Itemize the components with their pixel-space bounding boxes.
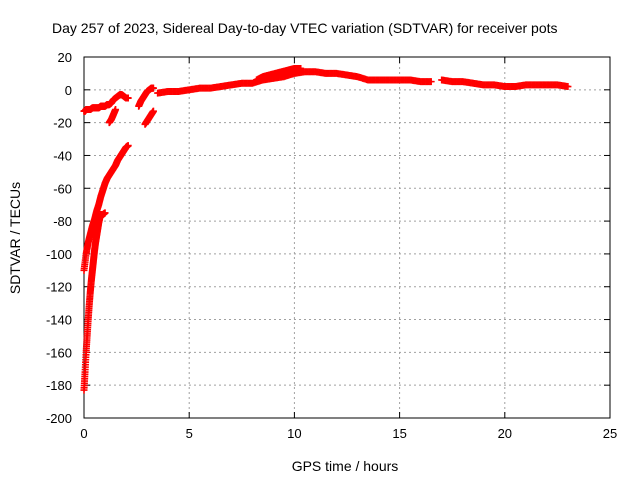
y-tick-label: -180: [46, 378, 72, 393]
x-tick-label: 15: [392, 426, 406, 441]
y-tick-label: -120: [46, 280, 72, 295]
plot-frame: [83, 56, 611, 419]
data-point: [101, 209, 109, 217]
data-points: [80, 64, 572, 394]
y-tick-label: -100: [46, 247, 72, 262]
y-tick-label: 20: [58, 50, 72, 65]
grid-lines: [84, 57, 610, 418]
x-tick-label: 10: [287, 426, 301, 441]
data-point: [564, 83, 572, 91]
data-point: [427, 78, 435, 86]
data-point: [149, 84, 157, 92]
x-axis-label: GPS time / hours: [292, 458, 399, 474]
data-point: [112, 106, 120, 114]
x-tick-label: 20: [498, 426, 512, 441]
data-point: [297, 64, 305, 72]
x-tick-label: 5: [186, 426, 193, 441]
y-axis-label: SDTVAR / TECUs: [7, 182, 23, 294]
axis-ticks: 0 5 10 15 20 25-200-180-160-140-120-100-80-60…: [46, 50, 617, 441]
data-point: [149, 107, 157, 115]
data-point: [124, 142, 132, 150]
y-tick-label: -40: [53, 148, 72, 163]
x-tick-label: 25: [603, 426, 617, 441]
y-tick-label: -60: [53, 181, 72, 196]
y-tick-label: -160: [46, 345, 72, 360]
data-point: [124, 94, 132, 102]
chart-title: Day 257 of 2023, Sidereal Day-to-day VTE…: [52, 20, 558, 36]
y-tick-label: -20: [53, 116, 72, 131]
y-tick-label: -200: [46, 411, 72, 426]
y-tick-label: -140: [46, 313, 72, 328]
y-tick-label: -80: [53, 214, 72, 229]
x-tick-label: 0: [80, 426, 87, 441]
y-tick-label: 0: [65, 83, 72, 98]
